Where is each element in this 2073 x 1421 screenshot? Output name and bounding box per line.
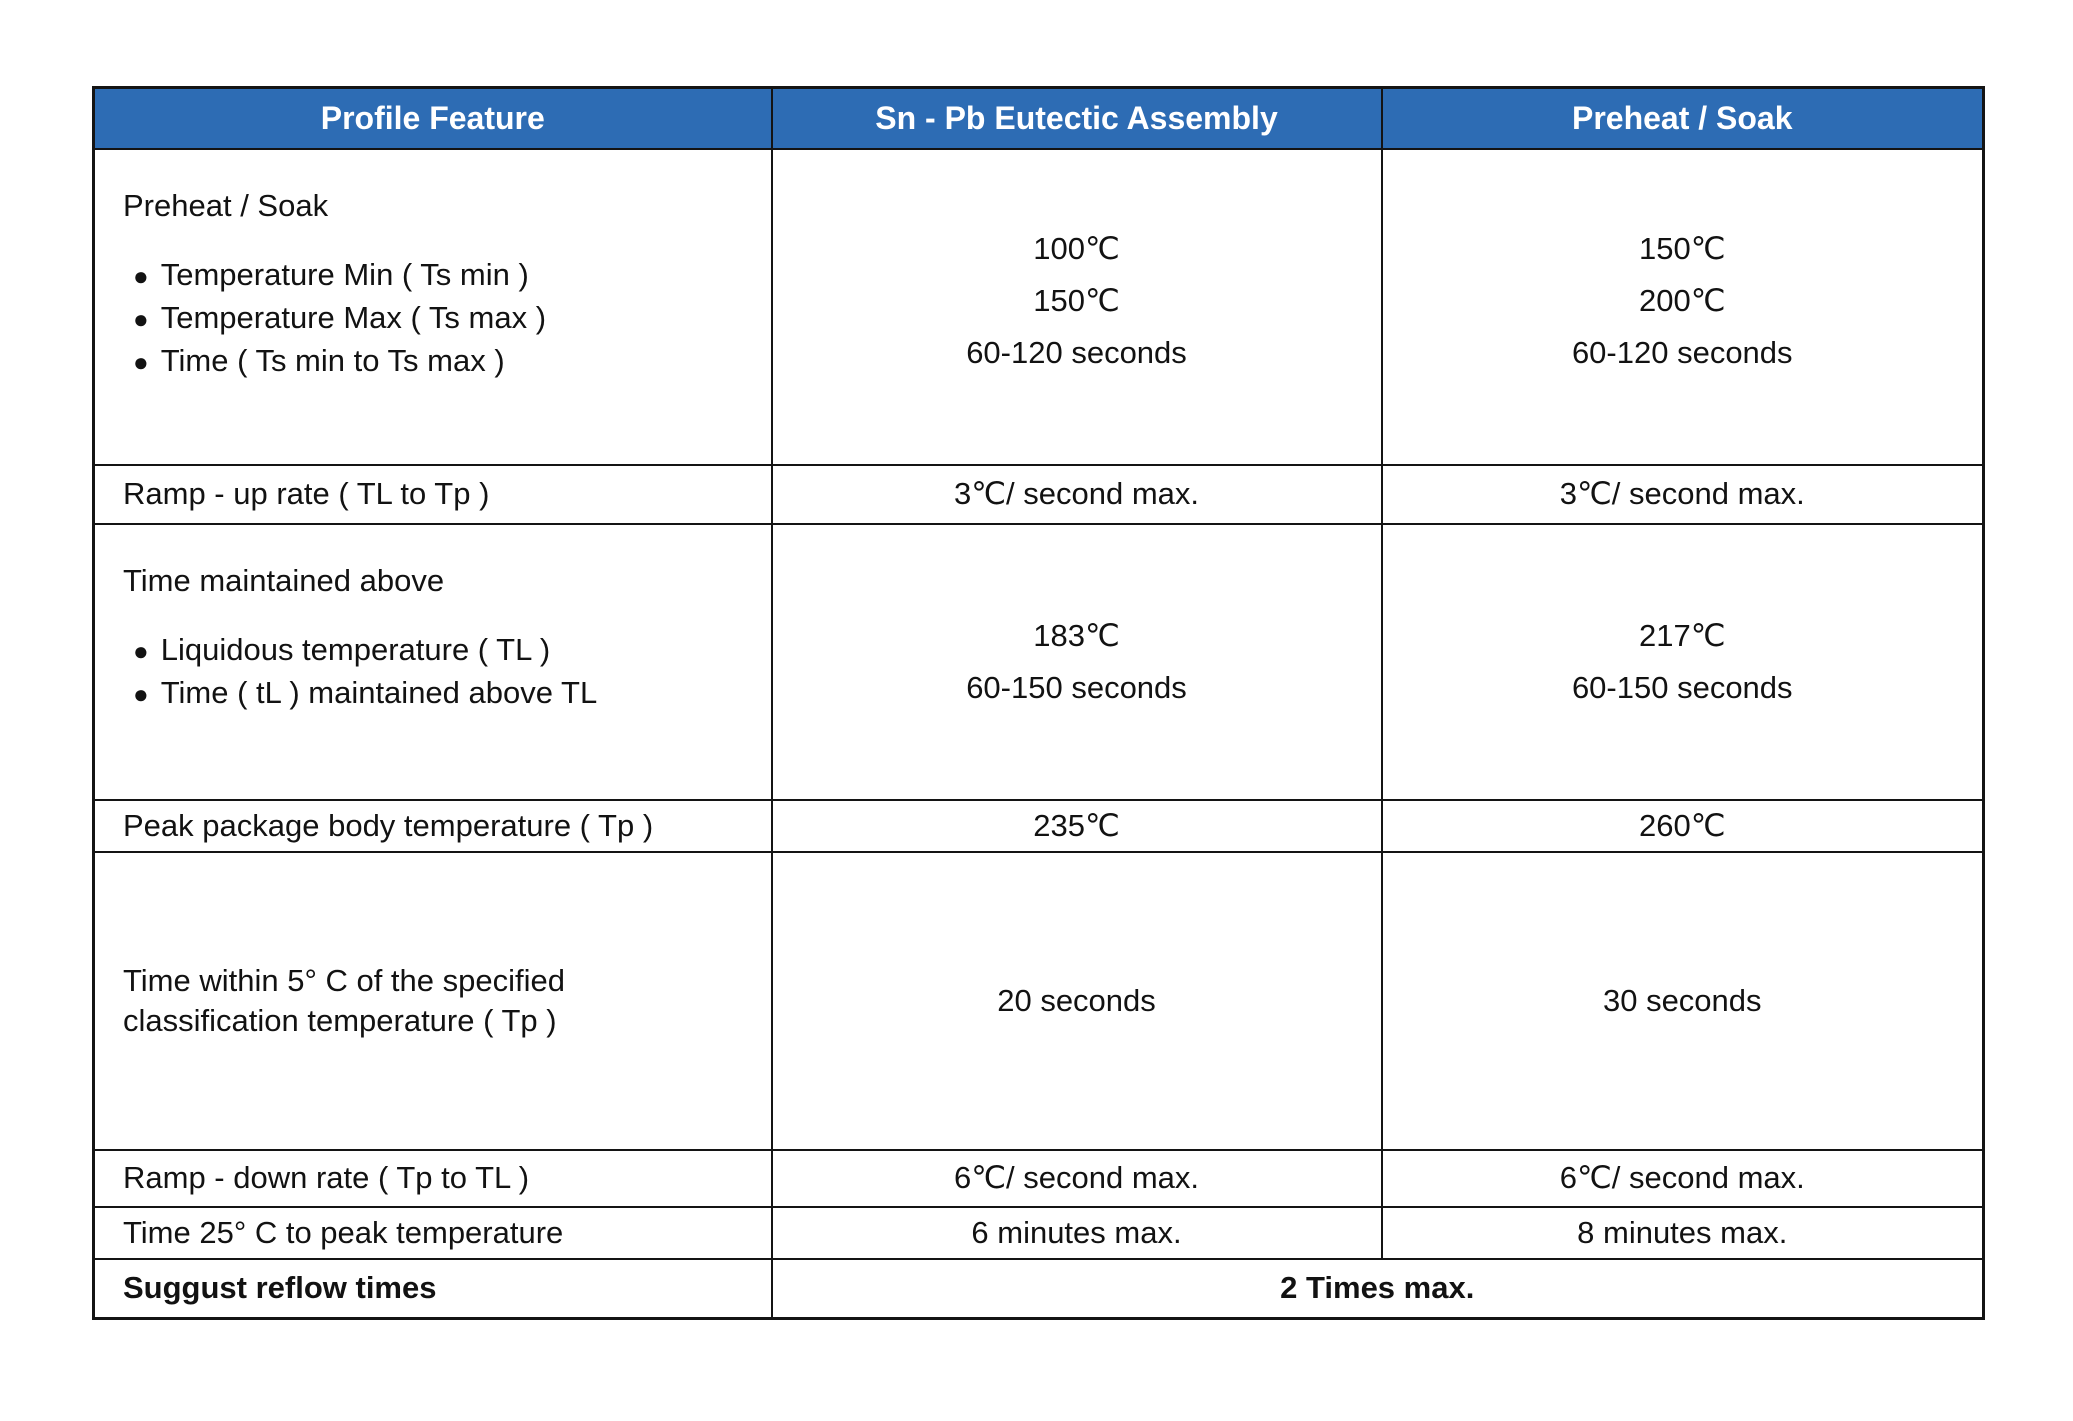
cell-time-within-snpb: 20 seconds <box>770 850 1383 1151</box>
bullet-item: ● Temperature Max ( Ts max ) <box>123 297 761 340</box>
cell-reflow-times-feature: Suggust reflow times <box>92 1257 773 1320</box>
cell-ramp-down-preheat: 6℃/ second max. <box>1380 1148 1985 1208</box>
value-line: 100℃ <box>1033 230 1120 266</box>
header-cell-snpb-eutectic-assembly: Sn - Pb Eutectic Assembly <box>770 86 1383 150</box>
cell-time-above-feature: Time maintained above ● Liquidous tempera… <box>92 522 773 801</box>
table-row-time-maintained-above: Time maintained above ● Liquidous tempera… <box>92 522 1985 801</box>
cell-preheat-soak-feature: Preheat / Soak ● Temperature Min ( Ts min… <box>92 147 773 466</box>
bullet-icon: ● <box>133 635 149 666</box>
table-row-peak-temperature: Peak package body temperature ( Tp ) 235… <box>92 798 1985 853</box>
table-row-time-within-5c: Time within 5° C of the specified classi… <box>92 850 1985 1151</box>
value-line: 60-150 seconds <box>1571 669 1793 705</box>
header-cell-profile-feature: Profile Feature <box>92 86 773 150</box>
cell-time-within-feature: Time within 5° C of the specified classi… <box>92 850 773 1151</box>
value-line: 217℃ <box>1638 617 1726 653</box>
reflow-profile-table: Profile Feature Sn - Pb Eutectic Assembl… <box>92 86 1985 1320</box>
value-line: 60-120 seconds <box>1571 334 1793 370</box>
feature-title: Time maintained above <box>123 562 445 598</box>
cell-preheat-soak-snpb: 100℃ 150℃ 60-120 seconds <box>770 147 1383 466</box>
cell-ramp-up-feature: Ramp - up rate ( TL to Tp ) <box>92 463 773 525</box>
bullet-item: ● Time ( Ts min to Ts max ) <box>123 340 761 383</box>
table-row-suggest-reflow-times: Suggust reflow times 2 Times max. <box>92 1257 1985 1320</box>
bullet-item: ● Temperature Min ( Ts min ) <box>123 254 761 297</box>
cell-ramp-down-feature: Ramp - down rate ( Tp to TL ) <box>92 1148 773 1208</box>
cell-ramp-up-snpb: 3℃/ second max. <box>770 463 1383 525</box>
feature-text-line: classification temperature ( Tp ) <box>123 1002 557 1038</box>
bullet-icon: ● <box>133 678 149 709</box>
bullet-text: Temperature Max ( Ts max ) <box>160 299 547 335</box>
value-line: 60-120 seconds <box>966 334 1187 370</box>
cell-time-above-preheat: 217℃ 60-150 seconds <box>1380 522 1985 801</box>
feature-title: Preheat / Soak <box>123 187 329 223</box>
cell-ramp-up-preheat: 3℃/ second max. <box>1380 463 1985 525</box>
table-row-ramp-up-rate: Ramp - up rate ( TL to Tp ) 3℃/ second m… <box>92 463 1985 525</box>
bullet-item: ● Liquidous temperature ( TL ) <box>123 629 761 672</box>
cell-peak-preheat: 260℃ <box>1380 798 1985 853</box>
value-line: 60-150 seconds <box>966 669 1187 705</box>
header-cell-preheat-soak: Preheat / Soak <box>1380 86 1985 150</box>
value-line: 200℃ <box>1638 282 1726 318</box>
bullet-icon: ● <box>133 303 149 334</box>
value-line: 183℃ <box>1033 617 1120 653</box>
table-row-preheat-soak: Preheat / Soak ● Temperature Min ( Ts min… <box>92 147 1985 466</box>
cell-time25-preheat: 8 minutes max. <box>1380 1205 1985 1260</box>
cell-time25-feature: Time 25° C to peak temperature <box>92 1205 773 1260</box>
bullet-text: Time ( tL ) maintained above TL <box>160 674 598 710</box>
cell-time25-snpb: 6 minutes max. <box>770 1205 1383 1260</box>
value-line: 150℃ <box>1033 282 1120 318</box>
cell-peak-feature: Peak package body temperature ( Tp ) <box>92 798 773 853</box>
table-header-row: Profile Feature Sn - Pb Eutectic Assembl… <box>92 86 1985 150</box>
table-row-time-25c-to-peak: Time 25° C to peak temperature 6 minutes… <box>92 1205 1985 1260</box>
cell-reflow-times-value: 2 Times max. <box>770 1257 1985 1320</box>
cell-ramp-down-snpb: 6℃/ second max. <box>770 1148 1383 1208</box>
table-row-ramp-down-rate: Ramp - down rate ( Tp to TL ) 6℃/ second… <box>92 1148 1985 1208</box>
bullet-icon: ● <box>133 260 149 291</box>
bullet-text: Liquidous temperature ( TL ) <box>160 631 551 667</box>
bullet-icon: ● <box>133 346 149 377</box>
cell-time-above-snpb: 183℃ 60-150 seconds <box>770 522 1383 801</box>
bullet-text: Time ( Ts min to Ts max ) <box>160 342 505 378</box>
bullet-item: ● Time ( tL ) maintained above TL <box>123 672 761 715</box>
cell-preheat-soak-preheat: 150℃ 200℃ 60-120 seconds <box>1380 147 1985 466</box>
cell-time-within-preheat: 30 seconds <box>1380 850 1985 1151</box>
value-line: 150℃ <box>1638 230 1726 266</box>
feature-text-line: Time within 5° C of the specified <box>123 962 565 998</box>
cell-peak-snpb: 235℃ <box>770 798 1383 853</box>
bullet-text: Temperature Min ( Ts min ) <box>160 256 529 292</box>
